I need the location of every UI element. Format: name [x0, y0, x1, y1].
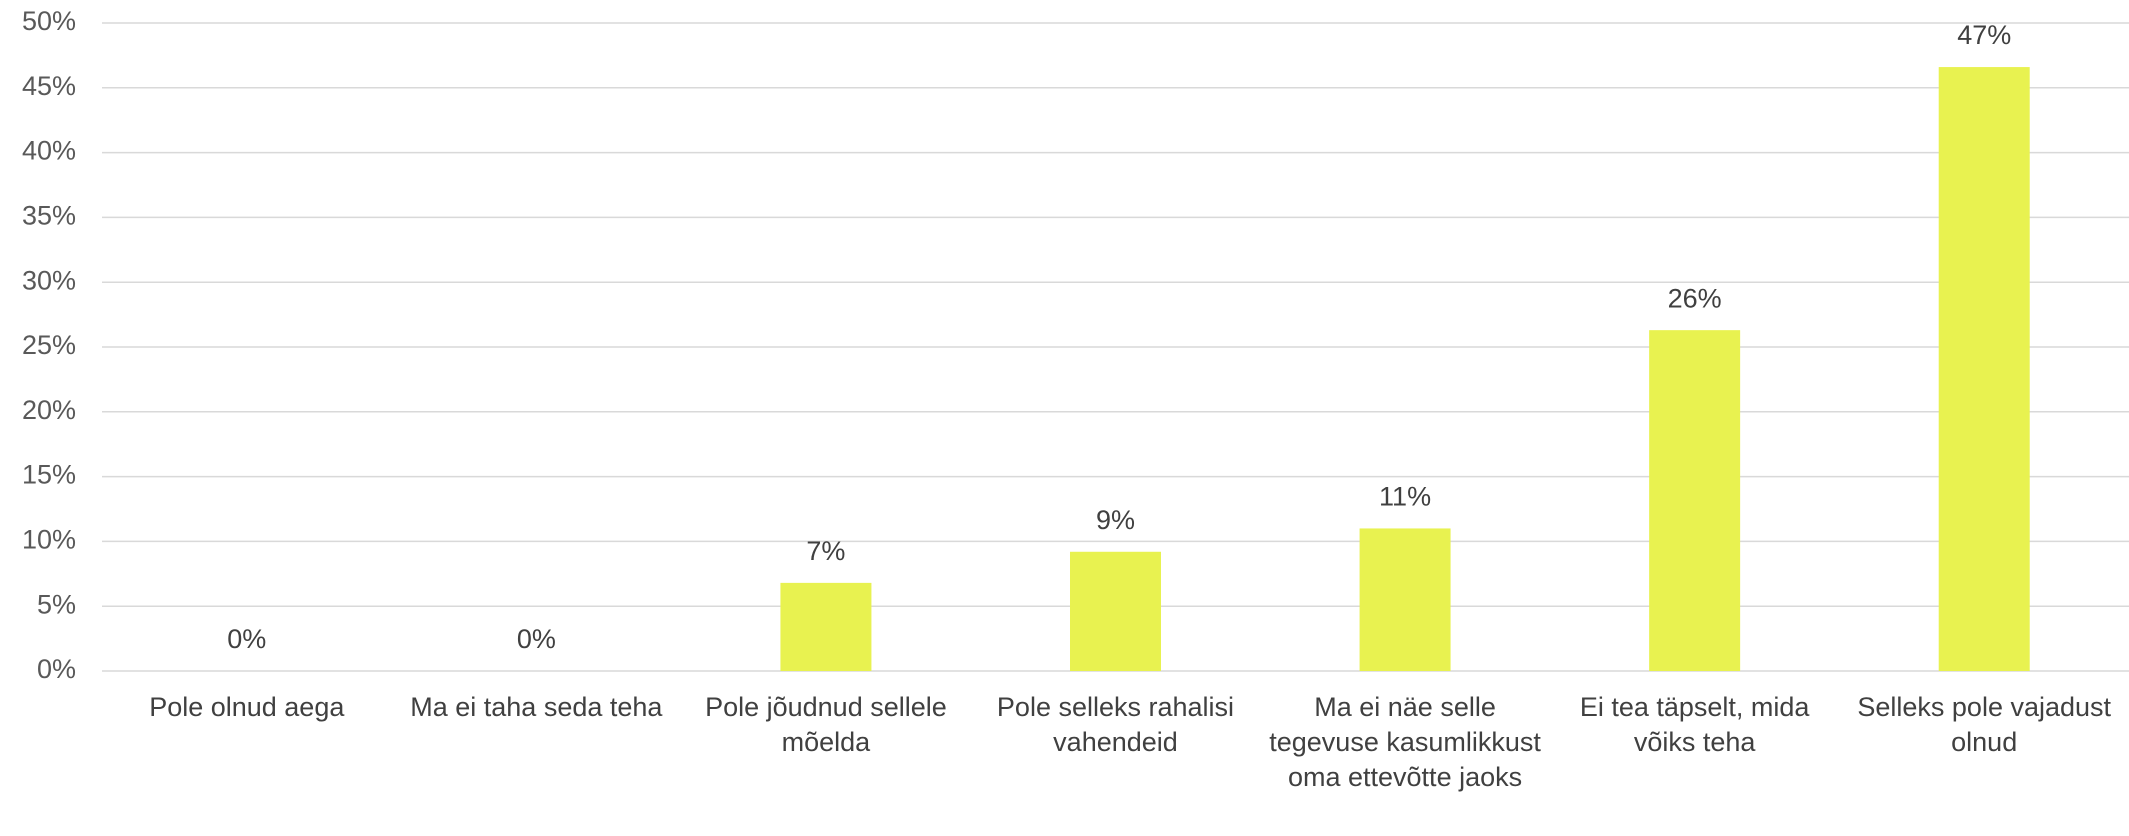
y-tick-label: 20%: [22, 395, 76, 425]
x-tick-label: Selleks pole vajadust olnud: [1857, 692, 2112, 757]
bar: [1359, 528, 1451, 671]
x-tick-label: Pole olnud aega: [149, 692, 345, 722]
data-label: 47%: [1957, 20, 2011, 50]
data-label: 11%: [1379, 482, 1431, 512]
x-tick-label: Ma ei näe selle tegevuse kasumlikkust om…: [1269, 692, 1541, 792]
data-label: 0%: [227, 624, 266, 654]
data-label: 7%: [806, 536, 845, 566]
bar: [780, 582, 872, 671]
bar: [1649, 330, 1741, 671]
y-tick-label: 0%: [37, 654, 76, 684]
y-tick-label: 30%: [22, 265, 76, 295]
data-label: 26%: [1668, 283, 1722, 313]
y-tick-label: 50%: [22, 6, 76, 36]
bar: [1070, 551, 1161, 671]
y-tick-label: 45%: [22, 71, 76, 101]
x-tick-label: Ei tea täpselt, mida võiks teha: [1579, 692, 1810, 757]
y-tick-label: 10%: [22, 525, 76, 555]
x-tick-label: Pole jõudnud sellele mõelda: [705, 692, 947, 757]
y-tick-label: 25%: [22, 330, 76, 360]
y-tick-label: 5%: [37, 589, 76, 619]
y-tick-label: 15%: [22, 460, 76, 490]
x-tick-label: Ma ei taha seda teha: [410, 692, 663, 722]
x-tick-label: Pole selleks rahalisi vahendeid: [996, 692, 1235, 757]
y-tick-label: 35%: [22, 201, 76, 231]
data-label: 9%: [1096, 505, 1135, 535]
y-tick-label: 40%: [22, 136, 76, 166]
data-label: 0%: [517, 624, 556, 654]
bar: [1938, 67, 2030, 671]
